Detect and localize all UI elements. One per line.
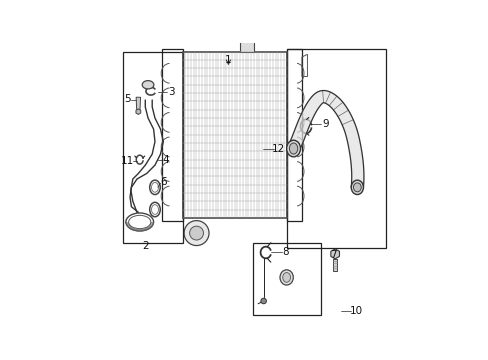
Ellipse shape (350, 180, 363, 194)
Text: 10: 10 (348, 306, 362, 316)
Text: 8: 8 (282, 247, 288, 257)
Text: 9: 9 (322, 118, 328, 129)
Polygon shape (136, 97, 140, 110)
Text: 4: 4 (163, 155, 169, 165)
Circle shape (260, 298, 266, 304)
Text: 11: 11 (121, 156, 134, 166)
Ellipse shape (280, 270, 293, 285)
Polygon shape (287, 90, 363, 188)
Polygon shape (332, 259, 336, 270)
Text: 1: 1 (224, 55, 231, 65)
Text: 6: 6 (160, 177, 166, 187)
Ellipse shape (286, 140, 300, 157)
Circle shape (189, 226, 203, 240)
Text: 5: 5 (123, 94, 130, 104)
Ellipse shape (142, 81, 154, 89)
Text: 12: 12 (271, 144, 285, 153)
Circle shape (183, 221, 208, 246)
Ellipse shape (282, 273, 290, 282)
Polygon shape (240, 39, 254, 51)
Ellipse shape (289, 143, 297, 154)
Ellipse shape (353, 183, 361, 192)
Text: 2: 2 (142, 240, 148, 251)
Text: 7: 7 (330, 250, 336, 260)
Text: 3: 3 (168, 87, 175, 97)
